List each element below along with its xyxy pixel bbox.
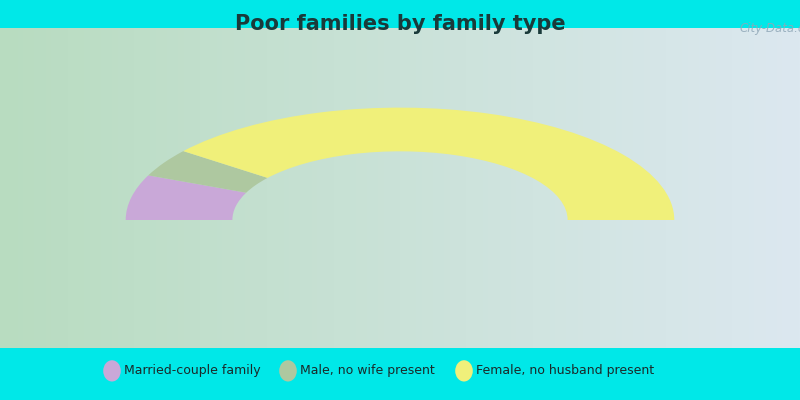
Text: Male, no wife present: Male, no wife present bbox=[300, 364, 434, 377]
Text: Poor families by family type: Poor families by family type bbox=[234, 14, 566, 34]
Wedge shape bbox=[126, 175, 246, 220]
Ellipse shape bbox=[455, 360, 473, 382]
Text: City-Data.com: City-Data.com bbox=[740, 22, 800, 35]
Wedge shape bbox=[148, 151, 267, 193]
Wedge shape bbox=[183, 108, 674, 220]
Text: Female, no husband present: Female, no husband present bbox=[476, 364, 654, 377]
Ellipse shape bbox=[279, 360, 297, 382]
Text: Married-couple family: Married-couple family bbox=[124, 364, 261, 377]
Ellipse shape bbox=[103, 360, 121, 382]
